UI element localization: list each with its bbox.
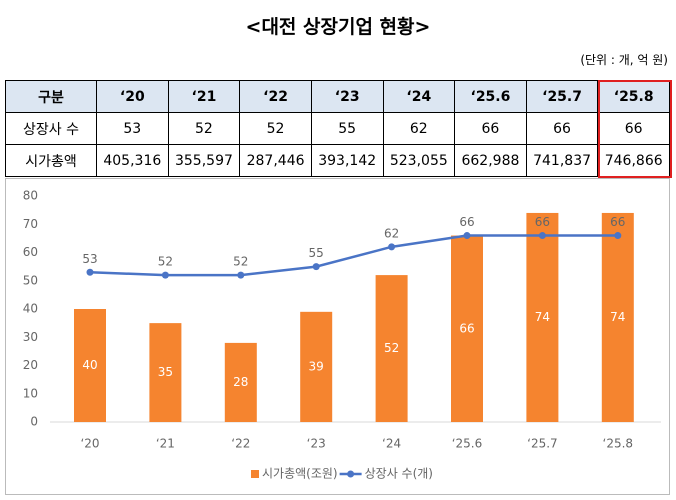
- y-tick-label: 0: [30, 415, 38, 429]
- table-cell: 746,866: [597, 144, 670, 177]
- unit-note: (단위 : 개, 억 원): [580, 53, 668, 67]
- y-tick-label: 20: [23, 358, 38, 372]
- legend-label: 시가총액(조원): [262, 467, 338, 481]
- y-tick-label: 50: [23, 273, 38, 287]
- y-tick-label: 40: [23, 302, 38, 316]
- bar-label: 74: [610, 310, 625, 324]
- x-tick-label: ‘25.7: [527, 437, 558, 451]
- legend-swatch: [251, 470, 259, 478]
- table-cell: 53: [96, 112, 169, 145]
- table-cell: ‘23: [310, 80, 384, 113]
- x-tick-label: ‘24: [382, 437, 401, 451]
- data-table: 구분 ‘20 ‘21 ‘22 ‘23 ‘24 ‘25.6 ‘25.7 ‘25.8 상장사 수 53 5…: [5, 80, 670, 177]
- line-point: [86, 268, 94, 276]
- y-tick-label: 80: [23, 189, 38, 203]
- x-tick-label: ‘25.6: [452, 437, 483, 451]
- line-point: [538, 232, 546, 240]
- bar-label: 39: [309, 359, 324, 373]
- bar-label: 66: [459, 321, 474, 335]
- y-tick-label: 70: [23, 217, 38, 231]
- table-cell: 66: [454, 112, 527, 145]
- table-cell: ‘25.7: [525, 80, 599, 113]
- bar-label: 52: [384, 341, 399, 355]
- x-tick-label: ‘25.8: [603, 437, 634, 451]
- line-point: [463, 232, 471, 240]
- point-label: 53: [82, 252, 97, 266]
- table-cell: ‘20: [96, 80, 169, 113]
- bar-label: 74: [535, 310, 550, 324]
- table-cell: 62: [382, 112, 456, 145]
- point-label: 52: [233, 255, 248, 269]
- table-cell: ‘25.6: [454, 80, 527, 113]
- table-cell: 405,316: [96, 144, 169, 177]
- table-cell: 287,446: [239, 144, 312, 177]
- table-cell: ‘22: [239, 80, 312, 113]
- y-tick-label: 10: [23, 386, 38, 400]
- table-cell: 52: [239, 112, 312, 145]
- point-label: 66: [459, 215, 474, 229]
- bar: [451, 235, 483, 422]
- bar: [149, 323, 182, 422]
- bar: [601, 212, 634, 422]
- point-label: 66: [610, 215, 625, 229]
- table-cell: 상장사 수: [5, 112, 97, 145]
- point-label: 62: [384, 226, 399, 240]
- y-tick-label: 60: [23, 245, 38, 259]
- table-cell: ‘25.8: [597, 80, 670, 113]
- line-point: [388, 243, 396, 251]
- bar: [300, 311, 333, 422]
- y-tick-label: 30: [23, 330, 38, 344]
- bar-label: 35: [158, 365, 173, 379]
- line-point: [614, 232, 622, 240]
- x-tick-label: ‘20: [80, 437, 99, 451]
- line-point: [237, 271, 245, 279]
- table-cell: 구분: [5, 80, 97, 113]
- table-cell: 66: [525, 112, 599, 145]
- header-row: 구분 ‘20 ‘21 ‘22 ‘23 ‘24 ‘25.6 ‘25.7 ‘25.8: [5, 80, 670, 113]
- table-cell: ‘21: [167, 80, 241, 113]
- bar: [375, 275, 408, 422]
- table-cell: 741,837: [525, 144, 599, 177]
- bar: [526, 212, 559, 422]
- table-cell: 355,597: [167, 144, 241, 177]
- bar-label: 40: [82, 358, 97, 372]
- table-cell: 시가총액: [5, 144, 97, 177]
- title: <대전 상장기업 현황>: [245, 16, 431, 38]
- point-label: 55: [309, 246, 324, 260]
- point-label: 52: [158, 255, 173, 269]
- table-cell: 393,142: [310, 144, 384, 177]
- bar-label: 28: [233, 375, 248, 389]
- point-label: 66: [535, 215, 550, 229]
- line-point: [312, 263, 320, 271]
- x-tick-label: ‘23: [307, 437, 326, 451]
- x-tick-label: ‘21: [156, 437, 175, 451]
- table-cell: ‘24: [382, 80, 456, 113]
- table-row: 상장사 수 53 52 52 55 62 66 66 66: [5, 112, 670, 145]
- x-tick-label: ‘22: [231, 437, 250, 451]
- chart: 0 10 20 30 40 50 60 70 80 ‘20 ‘21 ‘22 ‘23 ‘24 ‘25.6 ‘25…: [5, 178, 670, 495]
- bar: [74, 309, 106, 422]
- table-cell: 662,988: [454, 144, 527, 177]
- bar: [224, 342, 257, 422]
- table-cell: 55: [310, 112, 384, 145]
- legend-label: 상장사 수(개): [365, 467, 433, 481]
- table-cell: 52: [167, 112, 241, 145]
- legend-swatch: [347, 470, 355, 478]
- table-row: 시가총액 405,316 355,597 287,446 393,142 523,055 6…: [5, 144, 670, 177]
- line: [89, 234, 618, 277]
- highlight-box: [598, 80, 672, 178]
- table-cell: 523,055: [382, 144, 456, 177]
- line-point: [161, 271, 169, 279]
